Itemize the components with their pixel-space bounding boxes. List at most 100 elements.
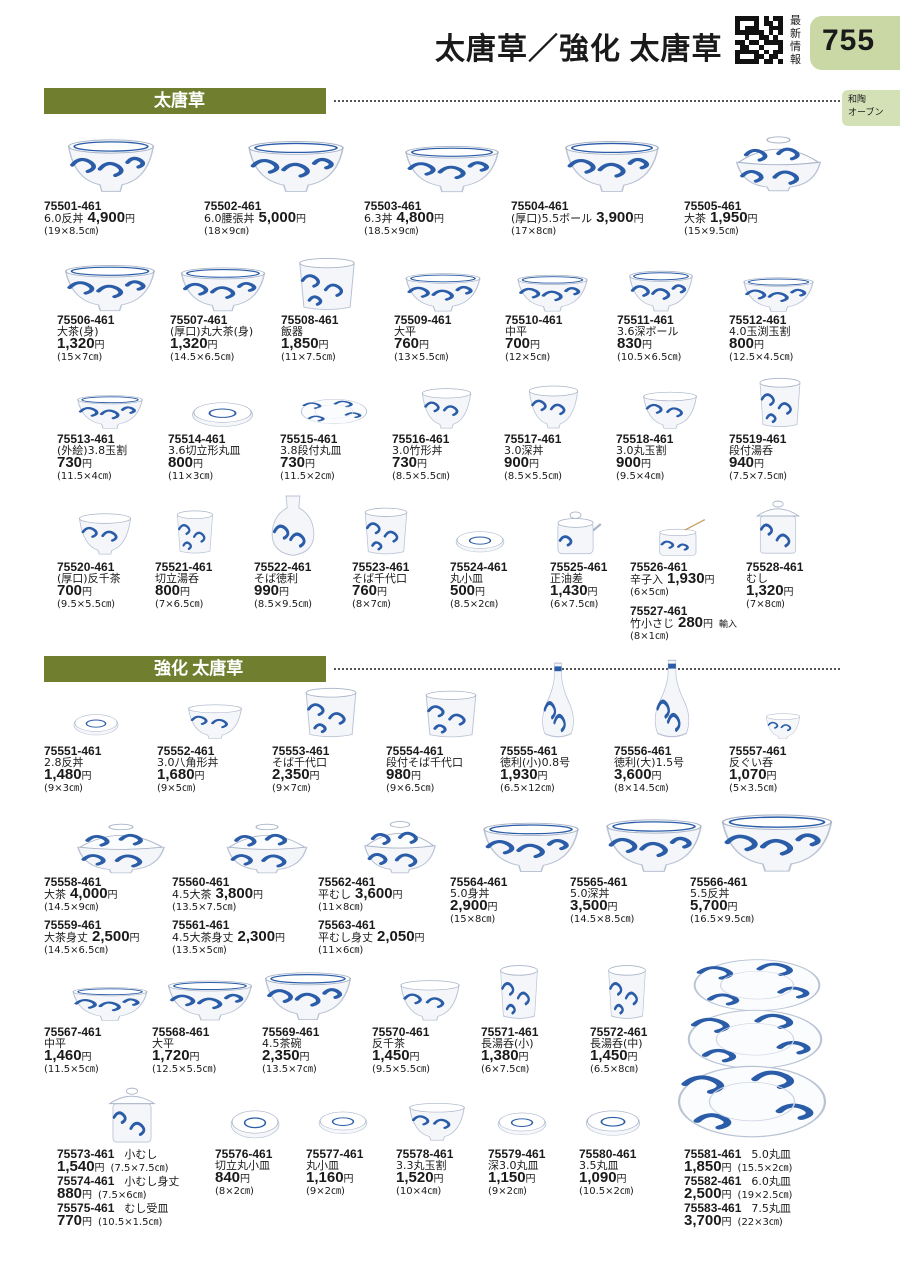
yen-unit: 円 <box>766 771 777 782</box>
deep-bowl-icon[interactable] <box>562 130 662 194</box>
donburi-bowl-icon[interactable] <box>65 128 157 194</box>
rice-bowl-icon[interactable] <box>262 962 354 1022</box>
small-bowl-icon[interactable] <box>185 700 245 740</box>
product-size: (13.5×7㎝) <box>262 1064 317 1075</box>
product-size: (15.5×2㎝) <box>737 1163 793 1174</box>
product-name: 切立丸小皿 <box>215 1159 270 1172</box>
small-bowl-icon[interactable] <box>76 508 134 556</box>
small-bowl-icon[interactable] <box>526 380 581 430</box>
product-price: 730 <box>392 454 418 471</box>
yen-unit: 円 <box>82 587 93 598</box>
product-name: 反千茶 <box>372 1037 405 1050</box>
price-line: 1,070円 <box>729 767 786 783</box>
product-name: (厚口)5.5ボール <box>511 212 593 225</box>
small-dish-icon[interactable] <box>229 1102 281 1142</box>
product-price: 5,000 <box>258 209 297 226</box>
small-dish-icon[interactable] <box>317 1105 369 1137</box>
sake-bottle-icon[interactable] <box>648 657 696 740</box>
lidded-cup-icon[interactable] <box>104 1085 160 1147</box>
name-price-line: (厚口)5.5ボール 3,900円 <box>511 210 644 226</box>
shallow-bowl-icon[interactable] <box>515 267 590 313</box>
donburi-bowl-icon[interactable] <box>603 808 705 874</box>
yen-unit: 円 <box>343 1174 354 1185</box>
small-dish-icon[interactable] <box>584 1103 642 1139</box>
yen-unit: 円 <box>296 214 307 225</box>
small-dish-icon[interactable] <box>190 395 255 430</box>
product-code: 75509-461 <box>394 313 452 327</box>
teacup-icon[interactable] <box>755 375 805 430</box>
lidded-cup-icon[interactable] <box>752 498 804 558</box>
donburi-bowl-icon[interactable] <box>718 802 836 874</box>
teacup-icon[interactable] <box>300 685 362 740</box>
plate-icon[interactable] <box>676 1060 828 1140</box>
mustard-pot-icon[interactable] <box>652 518 707 558</box>
product-info: 75568-461 大平 1,720円 (12.5×5.5㎝) <box>152 1026 216 1076</box>
product-size: (9×7㎝) <box>272 783 311 794</box>
qr-code-icon[interactable] <box>735 16 783 64</box>
product-code: 75579-461 <box>488 1147 546 1161</box>
small-bowl-icon[interactable] <box>419 383 474 430</box>
teacup-icon[interactable] <box>360 505 412 557</box>
yen-unit: 円 <box>434 214 445 225</box>
yen-unit: 円 <box>747 214 758 225</box>
product-info: 75559-461 大茶身丈 2,500円 (14.5×6.5㎝) <box>44 919 140 957</box>
small-dish-icon[interactable] <box>496 1106 548 1138</box>
price-line: 1,320円 <box>170 336 253 352</box>
product-code: 75583-461 <box>684 1201 742 1215</box>
yen-unit: 円 <box>607 902 618 913</box>
donburi-bowl-icon[interactable] <box>245 130 347 194</box>
lidded-bowl-icon[interactable] <box>731 130 826 192</box>
code-line: 75583-461 7.5丸皿 <box>684 1202 791 1215</box>
rice-bowl-icon[interactable] <box>741 270 816 313</box>
donburi-bowl-icon[interactable] <box>402 136 502 194</box>
product-size: (8×7㎝) <box>352 599 391 610</box>
cylinder-bowl-icon[interactable] <box>293 255 361 313</box>
deep-bowl-icon[interactable] <box>627 262 695 313</box>
shallow-bowl-icon[interactable] <box>75 388 145 430</box>
soy-dispenser-icon[interactable] <box>548 502 603 557</box>
product-size: (14.5×6.5㎝) <box>170 352 235 363</box>
plate-icon[interactable] <box>692 955 822 1013</box>
product-info: 75555-461 徳利(小)0.8号 1,930円 (6.5×12㎝) <box>500 745 570 795</box>
sake-bottle-icon[interactable] <box>536 660 580 740</box>
small-dish-icon[interactable] <box>72 708 120 738</box>
tall-teacup-icon[interactable] <box>604 962 650 1022</box>
product-code: 75571-461 <box>481 1025 539 1039</box>
rice-bowl-icon[interactable] <box>62 255 158 313</box>
shallow-bowl-icon[interactable] <box>165 972 255 1022</box>
teacup-icon[interactable] <box>173 508 217 556</box>
sake-cup-icon[interactable] <box>764 710 802 740</box>
product-code: 75572-461 <box>590 1025 648 1039</box>
product-info: 75552-461 3.0八角形丼 1,680円 (9×5㎝) <box>157 745 219 795</box>
small-bowl-icon[interactable] <box>640 387 700 430</box>
donburi-bowl-icon[interactable] <box>480 812 582 874</box>
product-size: (7×6.5㎝) <box>155 599 204 610</box>
tall-teacup-icon[interactable] <box>496 962 542 1022</box>
product-code: 75560-461 <box>172 875 230 889</box>
plate-icon[interactable] <box>300 397 368 425</box>
name-price-line: 6.0腰張丼 5,000円 <box>204 209 307 226</box>
rice-bowl-icon[interactable] <box>178 258 268 313</box>
category-side-tab[interactable]: 和陶 オーブン <box>842 90 900 126</box>
product-code: 75501-461 <box>44 199 102 213</box>
product-name: (外絵)3.8玉割 <box>57 444 128 457</box>
product-name: 3.8段付丸皿 <box>280 444 342 457</box>
product-name: 6.3丼 <box>364 212 393 225</box>
name-price-line: 辛子入 1,930円 <box>630 571 715 587</box>
lidded-bowl-icon[interactable] <box>222 818 312 874</box>
soba-pitcher-icon[interactable] <box>264 492 322 558</box>
shallow-bowl-icon[interactable] <box>403 265 483 313</box>
product-info: 75571-461 長湯呑(小) 1,380円 (6×7.5㎝) <box>481 1026 538 1076</box>
product-code: 75507-461 <box>170 313 228 327</box>
small-bowl-icon[interactable] <box>397 975 463 1022</box>
small-bowl-icon[interactable] <box>406 1098 468 1142</box>
product-name: 深3.0丸皿 <box>488 1159 539 1172</box>
lidded-bowl-icon[interactable] <box>360 815 440 874</box>
teacup-icon[interactable] <box>420 688 482 740</box>
product-code: 75522-461 <box>254 560 312 574</box>
product-size: (13.5×5㎝) <box>172 945 227 956</box>
shallow-bowl-icon[interactable] <box>70 980 150 1022</box>
lidded-bowl-icon[interactable] <box>72 818 170 874</box>
product-name: 4.0玉渕玉割 <box>729 325 791 338</box>
small-dish-icon[interactable] <box>454 525 506 555</box>
